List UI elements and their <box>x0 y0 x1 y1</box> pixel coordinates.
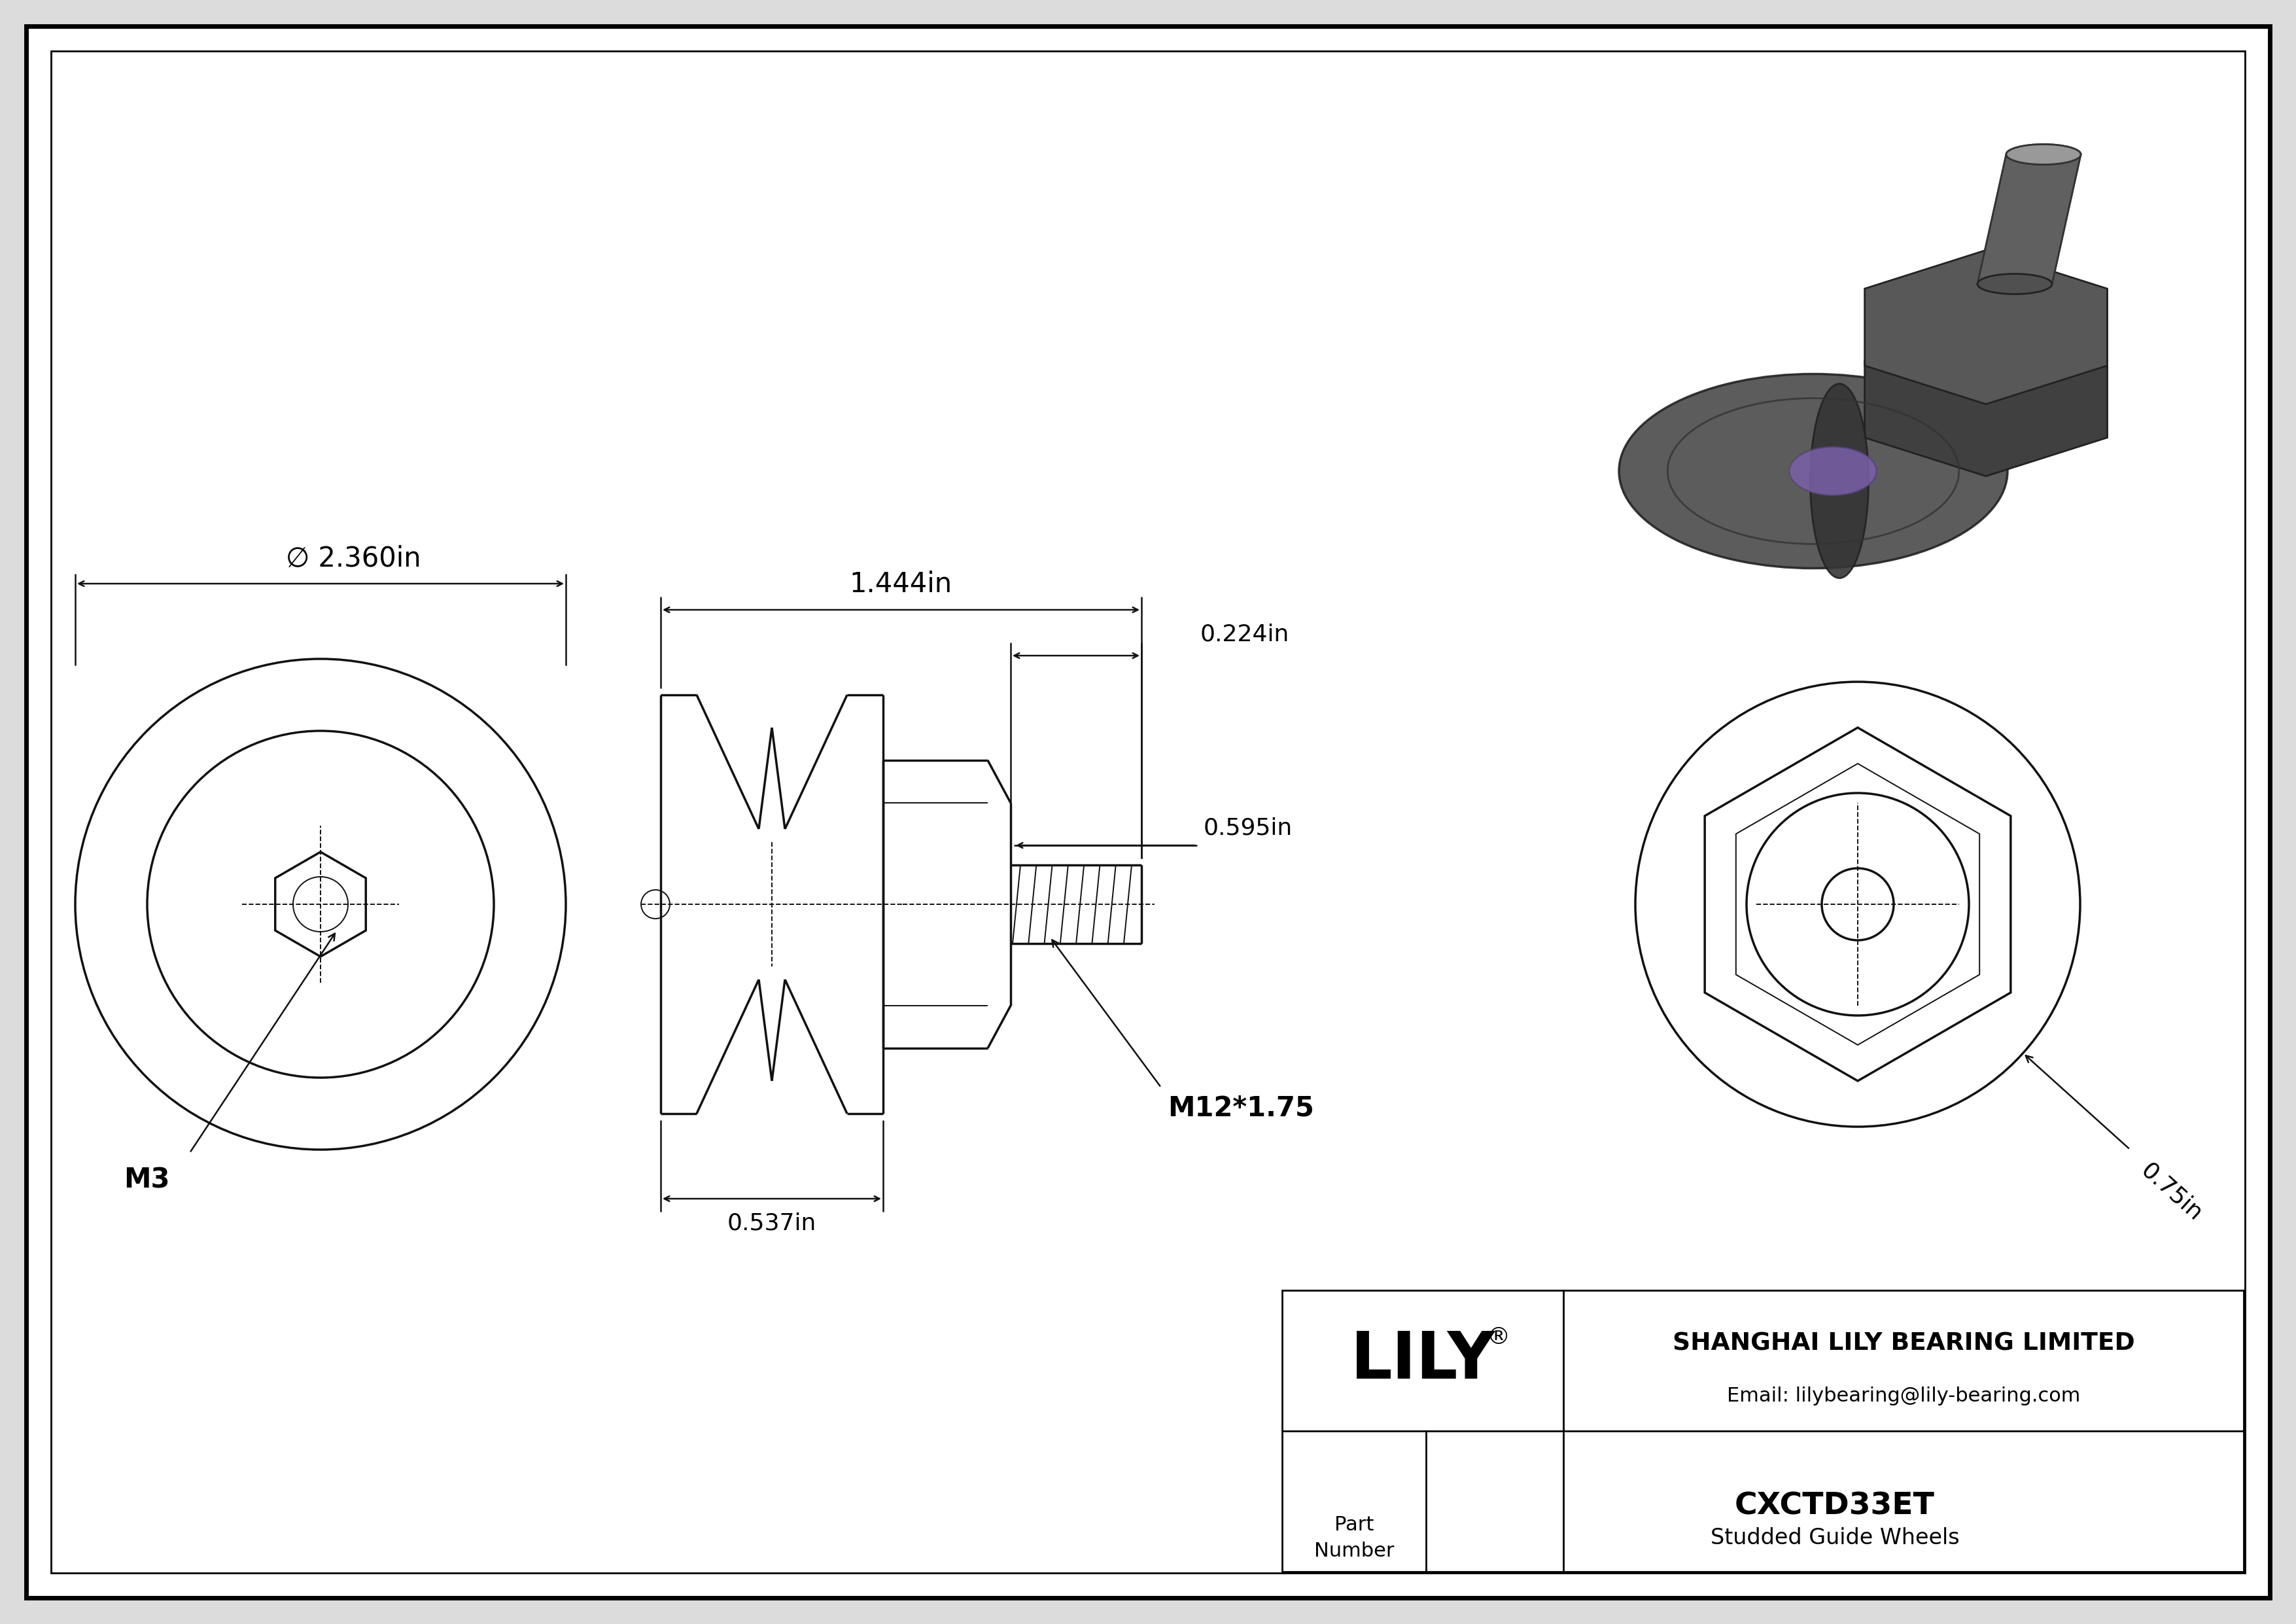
Ellipse shape <box>1977 274 2053 294</box>
Text: SHANGHAI LILY BEARING LIMITED: SHANGHAI LILY BEARING LIMITED <box>1671 1332 2135 1356</box>
Bar <box>1281 1291 2243 1572</box>
Text: LILY: LILY <box>1350 1328 1495 1392</box>
Ellipse shape <box>1619 374 2007 568</box>
Polygon shape <box>1864 250 2108 404</box>
Polygon shape <box>1977 154 2080 284</box>
Text: ∅ 2.360in: ∅ 2.360in <box>285 544 420 572</box>
Text: ®: ® <box>1488 1325 1511 1348</box>
Text: 0.595in: 0.595in <box>1203 817 1293 840</box>
Text: M12*1.75: M12*1.75 <box>1169 1095 1313 1122</box>
Text: M3: M3 <box>124 1166 170 1194</box>
Text: CXCTD33ET: CXCTD33ET <box>1736 1491 1936 1522</box>
Polygon shape <box>1864 322 2108 476</box>
Text: 0.537in: 0.537in <box>728 1212 817 1234</box>
Ellipse shape <box>2007 145 2080 164</box>
Text: 1.444in: 1.444in <box>850 570 953 598</box>
Ellipse shape <box>1789 447 1876 495</box>
Text: Studded Guide Wheels: Studded Guide Wheels <box>1711 1527 1958 1548</box>
Text: 0.224in: 0.224in <box>1201 624 1290 645</box>
Text: 0.75in: 0.75in <box>2138 1160 2206 1226</box>
Ellipse shape <box>1809 383 1869 578</box>
Ellipse shape <box>2007 145 2080 164</box>
Text: Part
Number: Part Number <box>1313 1515 1394 1561</box>
Text: Email: lilybearing@lily-bearing.com: Email: lilybearing@lily-bearing.com <box>1727 1387 2080 1406</box>
